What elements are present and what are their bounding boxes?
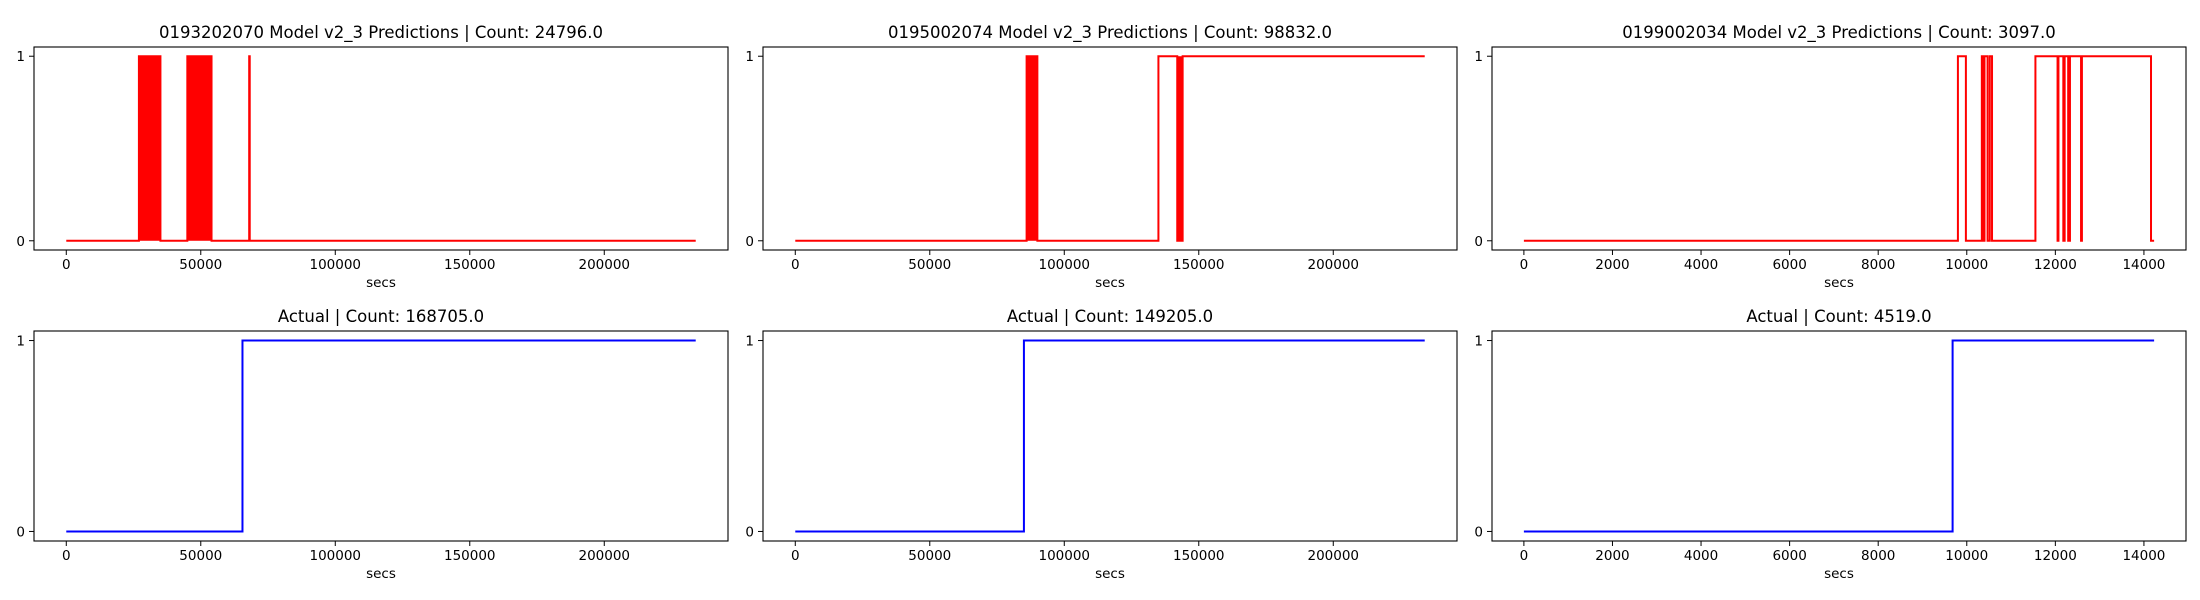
x-tick-label: 10000 xyxy=(1945,257,1988,273)
y-tick-label: 1 xyxy=(1474,334,1483,350)
x-tick-label: 150000 xyxy=(1173,257,1225,273)
x-tick-label: 0 xyxy=(791,257,800,273)
dense-band xyxy=(187,56,212,241)
dense-band xyxy=(1026,56,1038,241)
chart-title: Actual | Count: 4519.0 xyxy=(1746,307,1931,326)
x-tick-label: 4000 xyxy=(1684,548,1718,564)
y-tick-label: 0 xyxy=(1474,524,1483,540)
axes-frame xyxy=(33,330,729,542)
chart-title: 0195002074 Model v2_3 Predictions | Coun… xyxy=(888,23,1332,43)
x-axis-label: secs xyxy=(1095,275,1125,291)
x-tick-label: 200000 xyxy=(1307,257,1359,273)
x-tick-label: 12000 xyxy=(2034,548,2077,564)
x-tick-label: 200000 xyxy=(578,548,630,564)
x-tick-label: 6000 xyxy=(1772,548,1806,564)
x-tick-label: 150000 xyxy=(1173,548,1225,564)
series-line xyxy=(66,339,696,533)
x-tick-label: 14000 xyxy=(2122,548,2165,564)
subplot-3: 0199002034 Model v2_3 Predictions | Coun… xyxy=(1474,23,2187,291)
subplot-1: 0193202070 Model v2_3 Predictions | Coun… xyxy=(16,23,729,291)
axes-frame xyxy=(1491,330,2187,542)
x-tick-label: 100000 xyxy=(1038,257,1090,273)
y-tick-label: 0 xyxy=(16,524,25,540)
x-tick-label: 100000 xyxy=(309,257,361,273)
x-tick-label: 12000 xyxy=(2034,257,2077,273)
y-tick-label: 1 xyxy=(745,49,754,65)
axes-frame xyxy=(33,46,729,251)
x-axis-label: secs xyxy=(1824,275,1854,291)
x-tick-label: 100000 xyxy=(1038,548,1090,564)
x-tick-label: 4000 xyxy=(1684,257,1718,273)
x-tick-label: 50000 xyxy=(908,257,951,273)
dense-band xyxy=(138,56,161,241)
x-tick-label: 2000 xyxy=(1595,548,1629,564)
x-tick-label: 0 xyxy=(791,548,800,564)
x-axis-label: secs xyxy=(366,275,396,291)
y-tick-label: 0 xyxy=(745,234,754,250)
x-tick-label: 0 xyxy=(62,548,71,564)
subplot-5: Actual | Count: 149205.0 0 50000 100000 1500… xyxy=(745,307,1458,582)
y-tick-label: 0 xyxy=(1474,234,1483,250)
axes-frame xyxy=(762,46,1458,251)
x-tick-label: 50000 xyxy=(179,548,222,564)
x-tick-label: 200000 xyxy=(1307,548,1359,564)
x-tick-label: 0 xyxy=(1520,257,1529,273)
x-tick-label: 50000 xyxy=(908,548,951,564)
y-tick-label: 1 xyxy=(745,334,754,350)
series-line xyxy=(795,55,1425,242)
x-tick-label: 100000 xyxy=(309,548,361,564)
x-axis-label: secs xyxy=(366,566,396,582)
x-axis-label: secs xyxy=(1095,566,1125,582)
series-line xyxy=(66,55,696,242)
subplot-2: 0195002074 Model v2_3 Predictions | Coun… xyxy=(745,23,1458,291)
x-tick-label: 14000 xyxy=(2122,257,2165,273)
chart-title: 0199002034 Model v2_3 Predictions | Coun… xyxy=(1622,23,2055,43)
axes-frame xyxy=(1491,46,2187,251)
x-tick-label: 2000 xyxy=(1595,257,1629,273)
x-tick-label: 150000 xyxy=(444,257,496,273)
subplot-4: Actual | Count: 168705.0 0 50000 100000 1500… xyxy=(16,307,729,582)
x-tick-label: 50000 xyxy=(179,257,222,273)
x-tick-label: 0 xyxy=(62,257,71,273)
dense-band xyxy=(1177,56,1183,241)
y-tick-label: 1 xyxy=(16,334,25,350)
x-tick-label: 10000 xyxy=(1945,548,1988,564)
axes-frame xyxy=(762,330,1458,542)
x-axis-label: secs xyxy=(1824,566,1854,582)
x-tick-label: 200000 xyxy=(578,257,630,273)
x-tick-label: 150000 xyxy=(444,548,496,564)
x-tick-label: 0 xyxy=(1520,548,1529,564)
x-tick-label: 8000 xyxy=(1861,548,1895,564)
y-tick-label: 1 xyxy=(16,49,25,65)
series-line xyxy=(795,339,1425,533)
y-tick-label: 0 xyxy=(745,524,754,540)
y-tick-label: 0 xyxy=(16,234,25,250)
series-line xyxy=(1523,55,2155,242)
chart-title: Actual | Count: 149205.0 xyxy=(1007,307,1213,326)
y-tick-label: 1 xyxy=(1474,49,1483,65)
subplot-6: Actual | Count: 4519.0 0 2000 4000 6000 8000 1… xyxy=(1474,307,2187,582)
series-line xyxy=(1523,339,2155,533)
chart-title: Actual | Count: 168705.0 xyxy=(278,307,484,326)
x-tick-label: 8000 xyxy=(1861,257,1895,273)
x-tick-label: 6000 xyxy=(1772,257,1806,273)
chart-title: 0193202070 Model v2_3 Predictions | Coun… xyxy=(159,23,603,43)
